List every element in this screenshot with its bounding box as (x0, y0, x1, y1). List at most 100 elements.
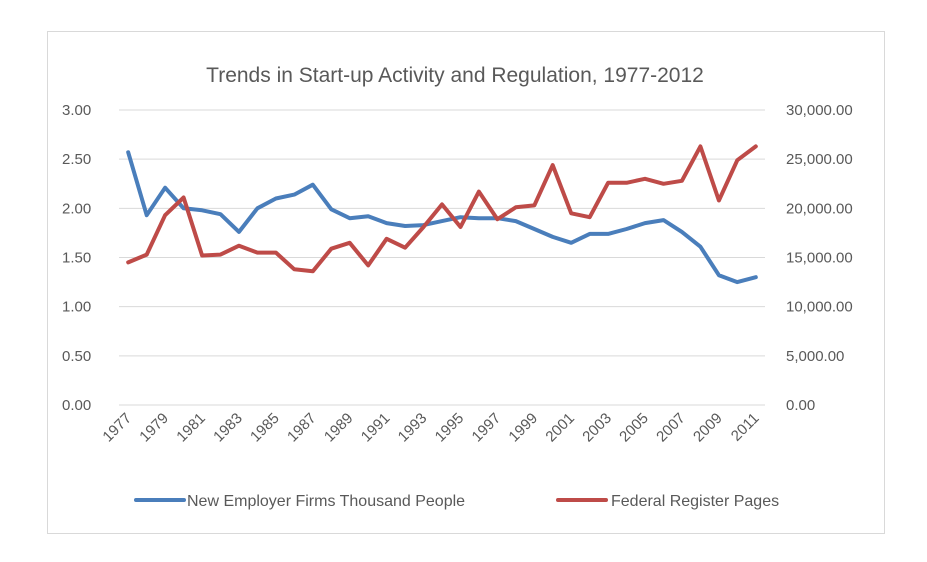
data-point-federal-register-pages (329, 247, 333, 251)
x-tick-label: 1985 (247, 410, 283, 446)
data-point-federal-register-pages (717, 199, 721, 202)
series-lines (126, 144, 758, 285)
data-point-federal-register-pages (662, 182, 665, 186)
left-tick-label: 3.00 (62, 102, 91, 119)
data-point-new-employer-firms (182, 206, 186, 210)
data-point-federal-register-pages (698, 144, 702, 148)
left-tick-label: 1.50 (62, 250, 91, 267)
data-point-federal-register-pages (422, 225, 425, 229)
left-tick-label: 1.00 (62, 299, 91, 316)
left-tick-label: 2.50 (62, 151, 91, 168)
data-point-federal-register-pages (255, 251, 259, 255)
left-tick-label: 2.00 (62, 200, 91, 217)
data-point-new-employer-firms (514, 219, 518, 223)
x-tick-label: 1989 (321, 410, 357, 446)
data-point-federal-register-pages (200, 254, 204, 257)
data-point-federal-register-pages (440, 202, 444, 206)
left-tick-label: 0.00 (62, 397, 91, 414)
data-point-new-employer-firms (219, 212, 222, 216)
data-point-federal-register-pages (569, 211, 573, 215)
data-point-new-employer-firms (292, 193, 296, 197)
x-tick-label: 1999 (505, 410, 541, 446)
x-tick-label: 1991 (358, 410, 394, 446)
data-point-federal-register-pages (145, 253, 149, 257)
data-point-new-employer-firms (348, 216, 352, 220)
x-tick-label: 2001 (542, 410, 578, 446)
legend-label-federal-register-pages: Federal Register Pages (611, 493, 779, 510)
data-point-federal-register-pages (292, 267, 296, 271)
x-tick-label: 1979 (136, 410, 172, 446)
data-point-new-employer-firms (126, 150, 130, 154)
data-point-new-employer-firms (385, 221, 389, 225)
data-point-new-employer-firms (625, 227, 629, 231)
gridlines (119, 109, 765, 406)
right-tick-label: 20,000.00 (786, 200, 853, 217)
data-point-federal-register-pages (182, 196, 186, 199)
x-axis: 1977 1979 1981 1983 1985 1987 1989 1991 1993 1995… (99, 410, 762, 446)
data-point-federal-register-pages (551, 163, 555, 167)
data-point-federal-register-pages (126, 260, 130, 264)
data-point-federal-register-pages (643, 177, 647, 181)
right-tick-label: 15,000.00 (786, 250, 853, 267)
data-point-new-employer-firms (662, 218, 665, 222)
data-point-new-employer-firms (735, 280, 739, 284)
data-point-federal-register-pages (680, 179, 684, 183)
data-point-new-employer-firms (606, 232, 610, 236)
right-y-axis: 0.00 5,000.00 10,000.00 15,000.00 20,000.00 2… (786, 102, 853, 414)
right-tick-label: 30,000.00 (786, 102, 853, 119)
data-point-new-employer-firms (366, 214, 370, 218)
data-point-new-employer-firms (754, 275, 758, 279)
data-point-new-employer-firms (237, 230, 241, 234)
x-tick-label: 2005 (616, 410, 652, 446)
data-point-new-employer-firms (255, 206, 259, 210)
legend: New Employer Firms Thousand People Federa… (134, 493, 779, 510)
x-tick-label: 1993 (395, 410, 431, 446)
x-tick-label: 2011 (728, 410, 763, 445)
data-point-new-employer-firms (643, 221, 647, 225)
x-tick-label: 1995 (432, 410, 468, 446)
data-point-federal-register-pages (163, 213, 167, 217)
data-point-new-employer-firms (551, 235, 555, 239)
data-point-federal-register-pages (459, 225, 462, 229)
chart-title: Trends in Start-up Activity and Regulati… (206, 64, 704, 87)
right-tick-label: 5,000.00 (786, 348, 844, 365)
data-point-federal-register-pages (588, 215, 592, 219)
data-point-federal-register-pages (514, 205, 518, 209)
x-tick-label: 1981 (173, 410, 209, 446)
data-point-new-employer-firms (459, 215, 462, 219)
x-tick-label: 1977 (99, 410, 135, 446)
data-point-new-employer-firms (717, 273, 721, 277)
data-point-new-employer-firms (680, 230, 684, 234)
x-tick-label: 2007 (653, 410, 689, 446)
data-point-federal-register-pages (237, 244, 241, 248)
data-point-federal-register-pages (477, 190, 481, 194)
series-line-new-employer-firms (126, 150, 758, 285)
data-point-federal-register-pages (348, 241, 352, 245)
series-line-federal-register-pages (126, 144, 758, 274)
data-point-new-employer-firms (274, 197, 278, 200)
chart-container (47, 31, 885, 534)
x-tick-label: 1987 (284, 410, 320, 446)
right-tick-label: 25,000.00 (786, 151, 853, 168)
right-tick-label: 10,000.00 (786, 299, 853, 316)
data-point-new-employer-firms (403, 224, 407, 228)
data-point-federal-register-pages (495, 217, 499, 221)
data-point-federal-register-pages (735, 158, 739, 162)
left-y-axis: 0.00 0.50 1.00 1.50 2.00 2.50 3.00 (62, 102, 91, 414)
data-point-federal-register-pages (311, 269, 315, 273)
x-tick-label: 1997 (469, 410, 505, 446)
data-point-federal-register-pages (754, 144, 758, 148)
data-point-federal-register-pages (366, 263, 370, 267)
data-point-federal-register-pages (625, 181, 629, 185)
data-point-new-employer-firms (588, 232, 592, 236)
data-point-federal-register-pages (385, 237, 389, 241)
data-point-federal-register-pages (606, 181, 610, 185)
x-tick-label: 1983 (210, 410, 246, 446)
data-point-new-employer-firms (569, 241, 573, 245)
data-point-new-employer-firms (163, 186, 167, 190)
data-point-new-employer-firms (311, 183, 315, 187)
legend-label-new-employer-firms: New Employer Firms Thousand People (187, 493, 465, 510)
data-point-new-employer-firms (440, 219, 444, 223)
right-tick-label: 0.00 (786, 397, 815, 414)
data-point-new-employer-firms (200, 208, 204, 212)
